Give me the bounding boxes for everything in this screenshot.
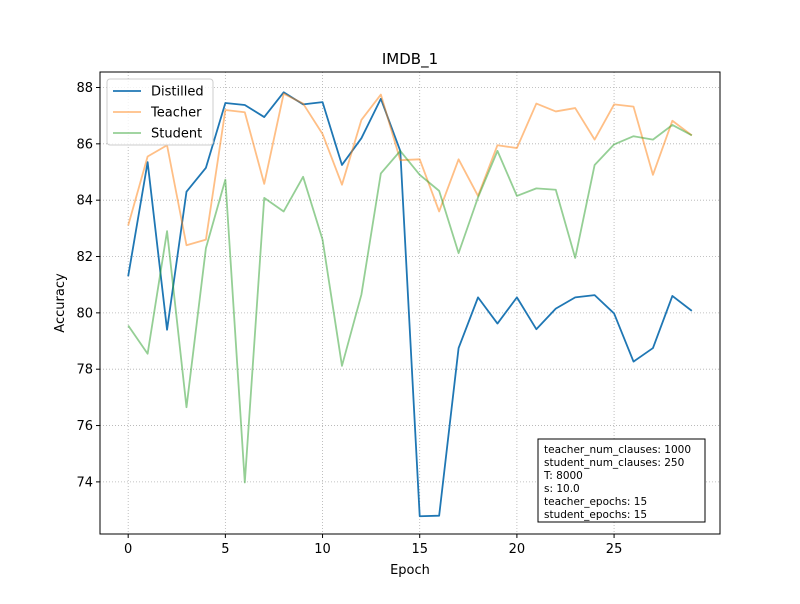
x-axis-ticks: 0 5 10 15 20 25 [124, 534, 622, 557]
y-axis-label: Accuracy [53, 273, 68, 333]
legend-box [106, 78, 214, 146]
y-tick-label: 86 [76, 137, 93, 152]
x-tick-label: 0 [124, 542, 132, 557]
x-tick-label: 10 [314, 542, 331, 557]
info-box-frame [537, 438, 706, 523]
y-tick-label: 82 [76, 250, 93, 265]
info-line-s: s: 10.0 [544, 483, 580, 495]
info-line-student-num-clauses: student_num_clauses: 250 [544, 457, 684, 469]
y-tick-label: 84 [76, 194, 93, 209]
info-line-student-epochs: student_epochs: 15 [544, 509, 647, 521]
y-axis-ticks: 74 76 78 80 82 84 86 88 [76, 81, 100, 490]
info-line-teacher-epochs: teacher_epochs: 15 [544, 496, 647, 508]
info-line-teacher-num-clauses: teacher_num_clauses: 1000 [544, 444, 691, 456]
x-tick-label: 25 [606, 542, 623, 557]
info-line-t: T: 8000 [543, 470, 583, 482]
series-line-student [127, 124, 693, 484]
series-line-distilled [127, 91, 693, 518]
legend-items: Distilled Teacher Student [113, 85, 204, 142]
x-tick-label: 20 [509, 542, 526, 557]
chart-title: IMDB_1 [382, 50, 438, 69]
y-tick-label: 76 [76, 419, 93, 434]
y-tick-label: 88 [76, 81, 93, 96]
legend-label-teacher: Teacher [150, 106, 202, 121]
legend: Distilled Teacher Student [106, 78, 214, 146]
x-tick-label: 5 [221, 542, 229, 557]
series-line-teacher [127, 92, 693, 247]
x-axis-label: Epoch [390, 563, 430, 578]
legend-label-distilled: Distilled [151, 85, 204, 100]
series-layer [127, 91, 693, 518]
y-tick-label: 78 [76, 363, 93, 378]
info-box: teacher_num_clauses: 1000 student_num_cl… [537, 438, 706, 523]
legend-label-student: Student [151, 127, 202, 142]
x-tick-label: 15 [411, 542, 428, 557]
plot-frame [99, 71, 721, 535]
y-tick-label: 74 [76, 475, 93, 490]
y-tick-label: 80 [76, 306, 93, 321]
